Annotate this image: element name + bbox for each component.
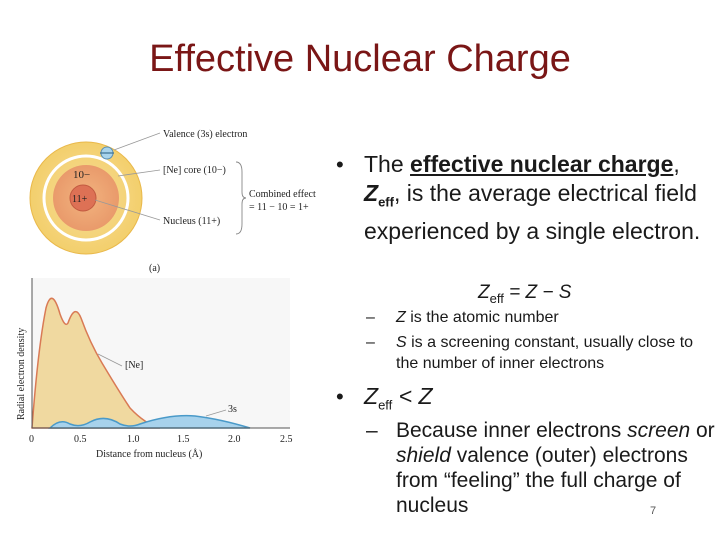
sub1-text: is the atomic number — [405, 309, 559, 326]
formula-z: Z — [478, 282, 490, 303]
core-density-curve — [31, 297, 161, 429]
bullet-marker: • — [336, 384, 344, 409]
b2-z: Z — [364, 383, 379, 409]
atom-nucleus — [69, 184, 97, 212]
sub3-before: Because inner electrons — [396, 419, 628, 442]
sub-bullet-s: – S is a screening constant, usually clo… — [366, 332, 716, 374]
sub3-screen: screen — [627, 419, 691, 442]
bullet-marker: • — [336, 152, 344, 177]
b1-comma: , — [673, 151, 680, 177]
slide-title: Effective Nuclear Charge — [149, 38, 571, 80]
core-charge-label: 10− — [73, 169, 90, 181]
xtick-5: 2.5 — [280, 434, 293, 445]
xtick-0: 0 — [29, 434, 34, 445]
sub1-var: Z — [396, 309, 406, 326]
plot-xlabel: Distance from nucleus (Å) — [96, 448, 202, 460]
b2-sub: eff — [378, 397, 393, 413]
nucleus-charge-label: 11+ — [72, 194, 88, 205]
sub-bullet-z: – Z is the atomic number — [366, 307, 716, 328]
b1-before: The — [364, 151, 411, 177]
xtick-4: 2.0 — [228, 434, 241, 445]
valence-label: Valence (3s) electron — [163, 129, 247, 140]
core-curve-label: [Ne] — [125, 360, 143, 371]
xtick-3: 1.5 — [177, 434, 190, 445]
figure: 10− 11+ Valence (3s) electron [Ne] core … — [16, 129, 316, 460]
bullet-comparison: • Zeff < Z — [336, 382, 433, 420]
sub-bullet-shielding: – Because inner electrons screen or shie… — [366, 418, 716, 518]
bullet-definition: • The effective nuclear charge, Zeff, is… — [336, 150, 716, 246]
b2-rest: < Z — [392, 383, 433, 409]
panel-label: (a) — [149, 263, 160, 274]
xtick-2: 1.0 — [127, 434, 140, 445]
dash-marker: – — [366, 334, 375, 351]
plot-ylabel: Radial electron density — [16, 328, 27, 420]
b1-rest: , is the average electrical field experi… — [364, 180, 701, 244]
page-number: 7 — [650, 505, 657, 517]
b1-sub: eff — [378, 194, 394, 210]
sub3-after: valence (outer) electrons from “feeling”… — [396, 444, 688, 517]
b1-symbol: Z — [364, 180, 379, 206]
combined-brace — [235, 161, 247, 235]
formula-sub: eff — [489, 290, 504, 306]
formula: Zeff = Z − S — [478, 278, 571, 313]
combined-label-1: Combined effect — [249, 189, 316, 200]
sub2-var: S — [396, 334, 407, 351]
b1-term: effective nuclear charge — [410, 151, 674, 177]
sub2-text: is a screening constant, usually close t… — [396, 334, 694, 372]
sub3-shield: shield — [396, 444, 451, 467]
core-label: [Ne] core (10−) — [163, 165, 226, 176]
nucleus-label: Nucleus (11+) — [163, 216, 220, 227]
valence-curve-label: 3s — [228, 404, 237, 415]
dash-marker: – — [366, 419, 378, 442]
formula-rest: = Z − S — [503, 282, 572, 303]
valence-density-curve — [48, 414, 251, 429]
xtick-1: 0.5 — [74, 434, 87, 445]
atom-inner-ring — [42, 154, 130, 242]
sub3-mid: or — [690, 419, 715, 442]
dash-marker: – — [366, 309, 375, 326]
combined-label-2: = 11 − 10 = 1+ — [249, 202, 309, 213]
